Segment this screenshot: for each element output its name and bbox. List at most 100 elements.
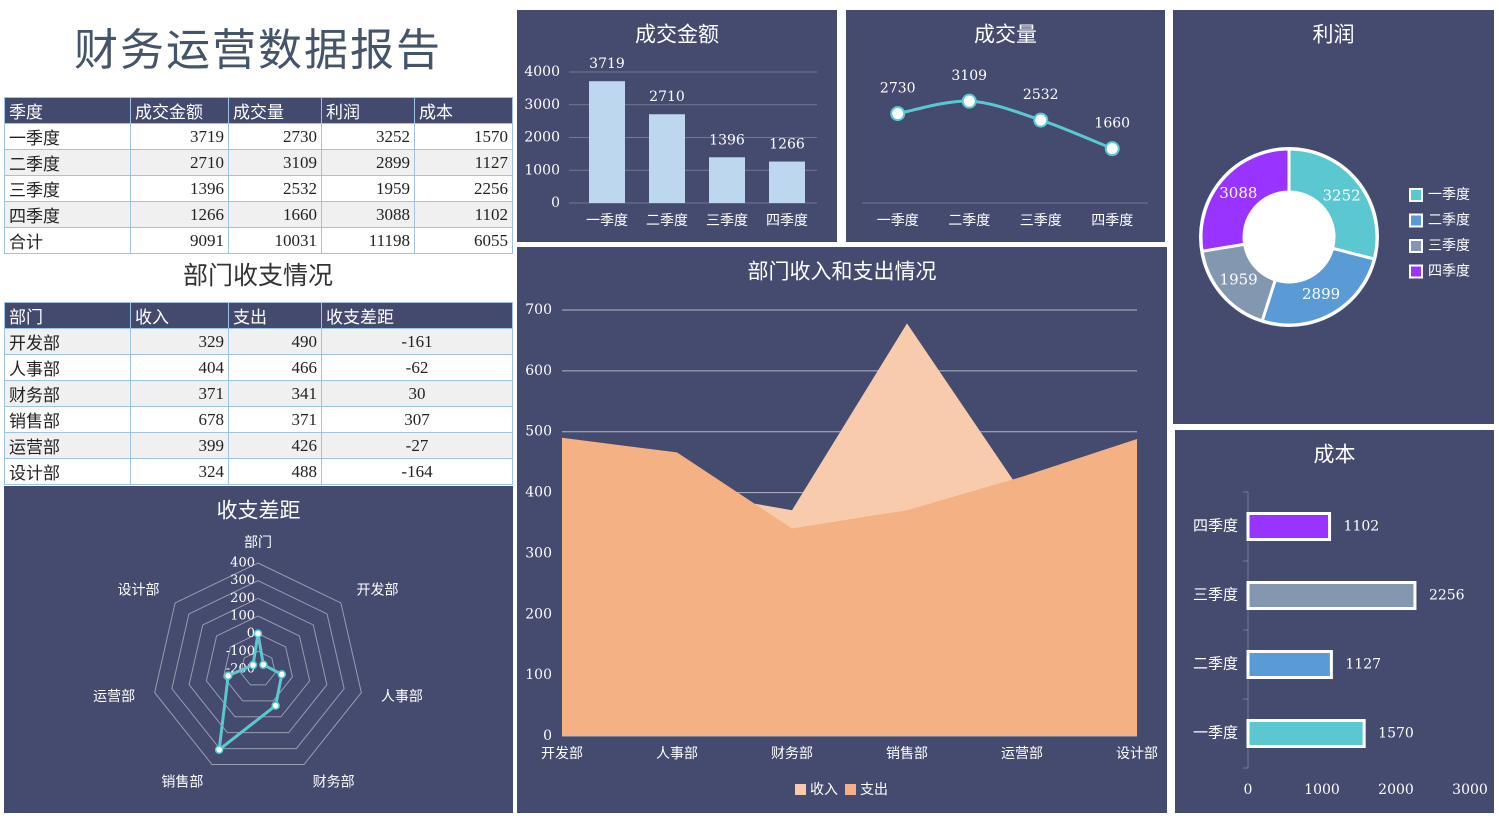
area — [562, 437, 1137, 736]
data-label: 2532 — [1023, 87, 1059, 103]
data-label: 2710 — [649, 89, 685, 105]
table-cell: 2899 — [321, 149, 415, 176]
legend-swatch — [795, 784, 806, 795]
table-cell: 3252 — [321, 123, 415, 150]
data-table: 季度 成交金额 成交量 利润 成本 一季度 3719 2730 3252 1570 二季度 2710 3… — [4, 97, 513, 254]
donut-slice — [1199, 147, 1291, 253]
r-tick-label: 200 — [230, 591, 255, 606]
table-cell: 设计部 — [4, 458, 131, 485]
table-cell: 678 — [130, 406, 229, 433]
table-cell: 399 — [130, 432, 229, 459]
data-label: 3088 — [1219, 184, 1257, 202]
legend-label: 四季度 — [1428, 264, 1470, 280]
legend-label: 一季度 — [1428, 187, 1470, 203]
table-cell: 销售部 — [4, 406, 131, 433]
data-label: 1396 — [709, 132, 745, 148]
grid-ring — [171, 580, 345, 750]
chart-title: 成交量 — [974, 23, 1037, 47]
table-cell: 三季度 — [4, 175, 131, 202]
category-label: 部门 — [244, 535, 272, 551]
table-cell: 合计 — [4, 227, 131, 254]
table-cell: 成交金额 — [130, 97, 229, 124]
table-cell: 季度 — [4, 97, 131, 124]
x-tick-label: 0 — [1244, 782, 1253, 798]
x-tick-label: 三季度 — [1020, 213, 1062, 229]
legend-swatch — [1409, 264, 1423, 279]
x-tick-label: 一季度 — [877, 213, 919, 229]
y-tick-label: 二季度 — [1193, 655, 1238, 673]
marker — [223, 671, 233, 681]
table-cell: 6055 — [414, 227, 513, 254]
table-row: 财务部 371 341 30 — [4, 380, 513, 407]
report-title: 财务运营数据报告 — [74, 26, 442, 75]
marker — [961, 93, 977, 109]
panel-background — [1175, 430, 1494, 813]
x-tick-label: 销售部 — [886, 746, 928, 762]
category-label: 设计部 — [117, 582, 159, 598]
marker — [1104, 141, 1120, 157]
chart-title: 利润 — [1313, 23, 1355, 47]
table-row: 开发部 329 490 -161 — [4, 328, 513, 355]
table-row: 四季度 1266 1660 3088 1102 — [4, 201, 513, 228]
table-row: 合计 9091 10031 11198 6055 — [4, 227, 513, 254]
legend-label: 二季度 — [1428, 213, 1470, 229]
table-row: 二季度 2710 3109 2899 1127 — [4, 149, 513, 176]
bar — [1246, 581, 1417, 610]
chart-title: 成交金额 — [635, 23, 719, 47]
data-label: 1959 — [1220, 270, 1258, 288]
table-cell: 1396 — [130, 175, 229, 202]
grid-ring — [223, 633, 293, 702]
marker — [271, 701, 280, 710]
data-label: 2256 — [1429, 588, 1465, 604]
table-cell: 二季度 — [4, 149, 131, 176]
donut-slice — [1260, 246, 1377, 327]
table-cell: -164 — [321, 458, 513, 485]
x-tick-label: 设计部 — [1116, 746, 1158, 762]
category-label: 开发部 — [357, 582, 399, 598]
table-cell: 466 — [228, 354, 322, 381]
r-tick-label: 300 — [230, 573, 255, 588]
y-tick-label: 2000 — [524, 130, 560, 146]
data-table: 部门 收入 支出 收支差距 开发部 329 490 -161 人事部 404 466 -62 财务部 37… — [4, 302, 513, 485]
chart-panel: 成交量 2730 一季度 3109 二季度 2532 三季度 1660 四季度 — [846, 10, 1165, 242]
legend-label: 支出 — [860, 782, 888, 798]
legend-label: 收入 — [810, 782, 838, 798]
table-cell: 收入 — [130, 302, 229, 329]
table-cell: 开发部 — [4, 328, 131, 355]
table-cell: 2256 — [414, 175, 513, 202]
marker — [277, 670, 287, 679]
x-tick-label: 三季度 — [706, 213, 748, 229]
x-tick-label: 人事部 — [656, 746, 698, 762]
panel-background — [846, 10, 1165, 242]
legend-label: 三季度 — [1428, 238, 1470, 254]
table-cell: 部门 — [4, 302, 131, 329]
x-tick-label: 四季度 — [1091, 213, 1133, 229]
dept-table-title: 部门收支情况 — [182, 263, 333, 290]
y-tick-label: 300 — [525, 545, 552, 561]
legend-swatch — [845, 784, 856, 795]
table-cell: 404 — [130, 354, 229, 381]
line — [897, 99, 1113, 151]
legend-swatch — [1409, 239, 1423, 253]
table-cell: 426 — [228, 432, 322, 459]
marker — [259, 660, 268, 669]
table-cell: 1102 — [414, 201, 513, 228]
x-tick-label: 开发部 — [541, 746, 583, 762]
table-cell: 支出 — [228, 302, 322, 329]
marker — [890, 106, 906, 122]
chart-panel: 部门收入和支出情况 0 100 200 300 400 500 600 700 开发部 人事部 财务部… — [517, 247, 1167, 813]
table-cell: 11198 — [321, 227, 415, 254]
y-tick-label: 1000 — [524, 162, 560, 178]
marker — [248, 660, 258, 670]
table-cell: 488 — [228, 458, 322, 485]
table-cell: 341 — [228, 380, 322, 407]
table-cell: -27 — [321, 432, 513, 459]
table-cell: 财务部 — [4, 380, 131, 407]
table-cell: 371 — [130, 380, 229, 407]
data-label: 2899 — [1302, 285, 1340, 303]
marker — [1033, 112, 1049, 128]
marker — [214, 745, 224, 754]
x-tick-label: 3000 — [1452, 782, 1488, 798]
